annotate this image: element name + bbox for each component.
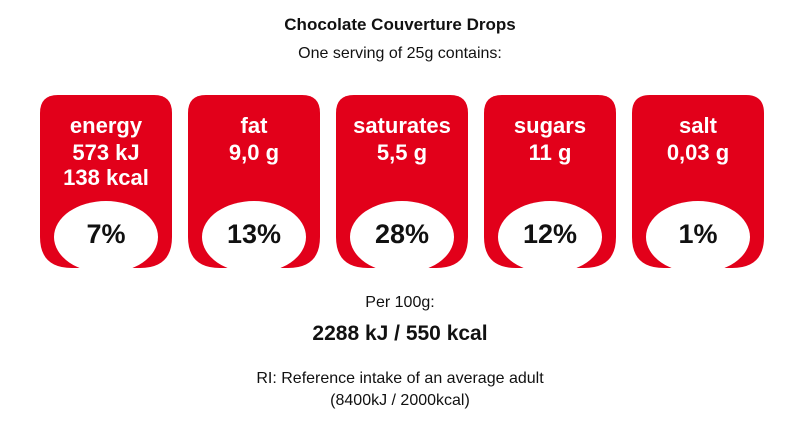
nutrient-percent: 28%	[374, 219, 430, 249]
percent-oval	[646, 201, 750, 268]
nutrient-amount: 0,03 g	[632, 140, 764, 165]
nutrient-label-shape	[188, 95, 320, 268]
percent-oval	[350, 201, 454, 268]
nutrient-amount-line: 138 kcal	[63, 165, 149, 190]
serving-size-text: One serving of 25g contains:	[298, 45, 502, 62]
nutrient-amount: 9,0 g	[188, 140, 320, 165]
percent-oval	[498, 201, 602, 268]
nutrient-amount: 573 kJ 138 kcal	[40, 140, 172, 190]
nutrient-amount-line: 573 kJ	[72, 140, 140, 165]
nutrient-label-shape	[40, 95, 172, 268]
nutrient-amount-line: 9,0 g	[228, 140, 280, 165]
nutrient-label-sugars: sugars 11 g 12%	[484, 95, 616, 268]
nutrient-percent: 13%	[226, 219, 282, 249]
nutrient-label-shape	[632, 95, 764, 268]
nutrient-amount-line: 11 g	[528, 140, 572, 165]
nutrient-name: salt	[679, 113, 717, 138]
nutrient-percent: 1%	[678, 219, 718, 249]
percent-oval	[54, 201, 158, 268]
nutrient-amount-line: 5,5 g	[376, 140, 428, 165]
nutrient-label-shape	[484, 95, 616, 268]
nutrient-name: sugars	[513, 113, 587, 138]
nutrient-label-energy: energy 573 kJ 138 kcal 7%	[40, 95, 172, 268]
nutrient-label-shape	[336, 95, 468, 268]
per-100g-energy-value: 2288 kJ / 550 kcal	[312, 322, 488, 345]
percent-oval	[202, 201, 306, 268]
product-title: Chocolate Couverture Drops	[284, 15, 516, 34]
reference-intake-note: RI: Reference intake of an average adult	[256, 370, 544, 387]
nutrient-label-salt: salt 0,03 g 1%	[632, 95, 764, 268]
nutrient-amount-line: 0,03 g	[666, 140, 730, 165]
nutrient-name: energy	[69, 113, 143, 138]
nutrient-percent: 12%	[522, 219, 578, 249]
nutrient-name: saturates	[353, 113, 451, 138]
nutrient-label-saturates: saturates 5,5 g 28%	[336, 95, 468, 268]
nutrient-amount: 5,5 g	[336, 140, 468, 165]
reference-intake-values: (8400kJ / 2000kcal)	[330, 392, 470, 409]
nutrient-name: fat	[240, 113, 268, 138]
nutrient-label-fat: fat 9,0 g 13%	[188, 95, 320, 268]
per-100g-label: Per 100g:	[365, 294, 435, 311]
nutrient-percent: 7%	[86, 219, 126, 249]
nutrient-amount: 11 g	[484, 140, 616, 165]
